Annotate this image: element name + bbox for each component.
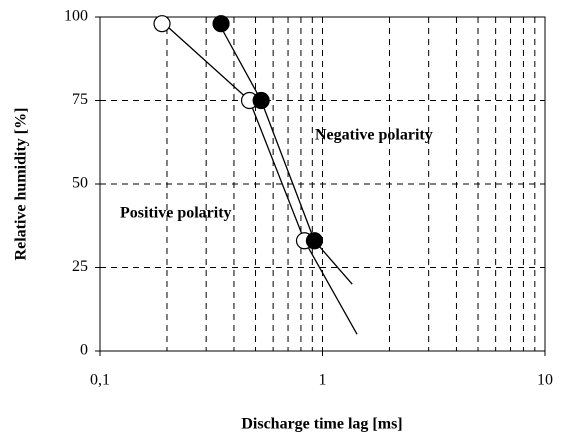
x-tick-label: 0,1 xyxy=(90,372,110,389)
annotation: Negative polarity xyxy=(315,127,433,144)
annotation: Positive polarity xyxy=(120,205,232,222)
x-tick-label: 10 xyxy=(537,372,553,389)
fit-line xyxy=(214,16,353,285)
y-tick-label: 50 xyxy=(72,175,88,192)
y-tick-label: 75 xyxy=(72,91,88,108)
x-axis-title: Discharge time lag [ms] xyxy=(241,416,402,433)
point xyxy=(252,91,270,110)
point xyxy=(212,15,230,33)
y-axis-title: Relative humidity [%] xyxy=(13,108,30,261)
point xyxy=(305,232,324,250)
y-tick-label: 100 xyxy=(64,8,88,25)
fit-line xyxy=(156,16,358,335)
y-tick-label: 25 xyxy=(72,258,88,275)
point xyxy=(153,15,171,33)
y-tick-label: 0 xyxy=(80,342,88,359)
x-tick-label: 1 xyxy=(319,372,327,389)
plot-frame xyxy=(99,16,546,352)
